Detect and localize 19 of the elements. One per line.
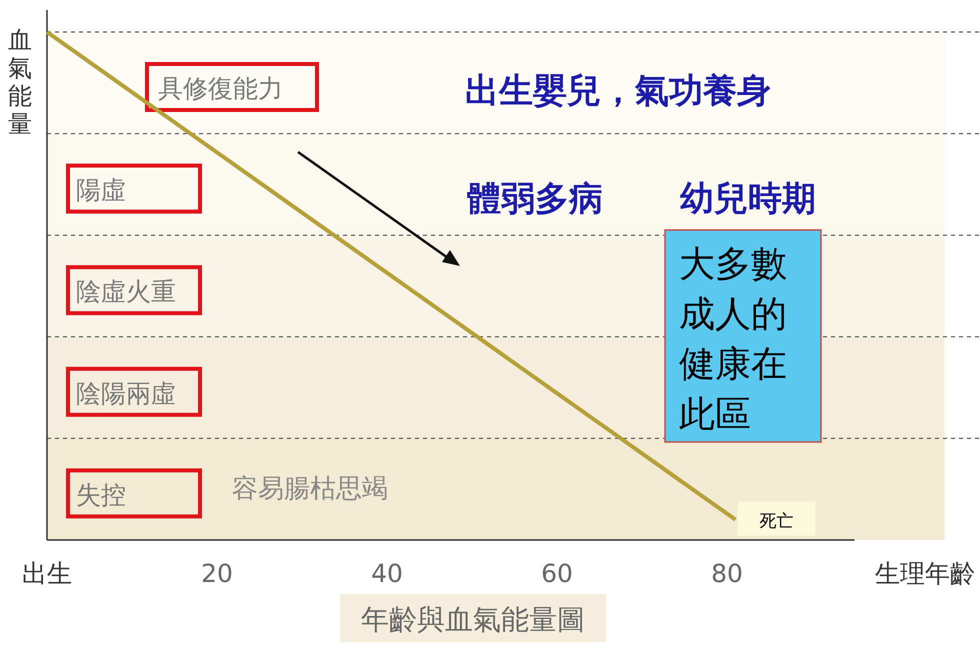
band-label: 失控 <box>76 480 126 510</box>
x-tick-label: 20 <box>201 559 233 588</box>
text: 年齡與血氣能量圖 <box>361 603 585 636</box>
annotation: 大多數成人的健康在此區 <box>679 244 787 435</box>
annotation: 出生嬰兒，氣功養身 <box>465 71 771 111</box>
band-label: 陰陽兩虛 <box>76 378 176 408</box>
annotation: 幼兒時期 <box>680 179 816 219</box>
x-tick-label: 出生 <box>22 559 72 588</box>
annotation: 容易腸枯思竭 <box>232 474 388 504</box>
x-tick-label: 60 <box>541 559 573 588</box>
x-tick-label: 40 <box>371 559 403 588</box>
band-label: 陰虛火重 <box>76 277 176 306</box>
y-axis-title: 血氣能量 <box>8 26 32 138</box>
band-label: 陽虛 <box>76 176 126 205</box>
annotation: 死亡 <box>760 512 794 532</box>
annotation: 體弱多病 <box>467 179 603 219</box>
x-axis-title: 生理年齡 <box>875 559 975 588</box>
x-tick-label: 80 <box>711 559 743 588</box>
band-label: 具修復能力 <box>158 74 283 103</box>
